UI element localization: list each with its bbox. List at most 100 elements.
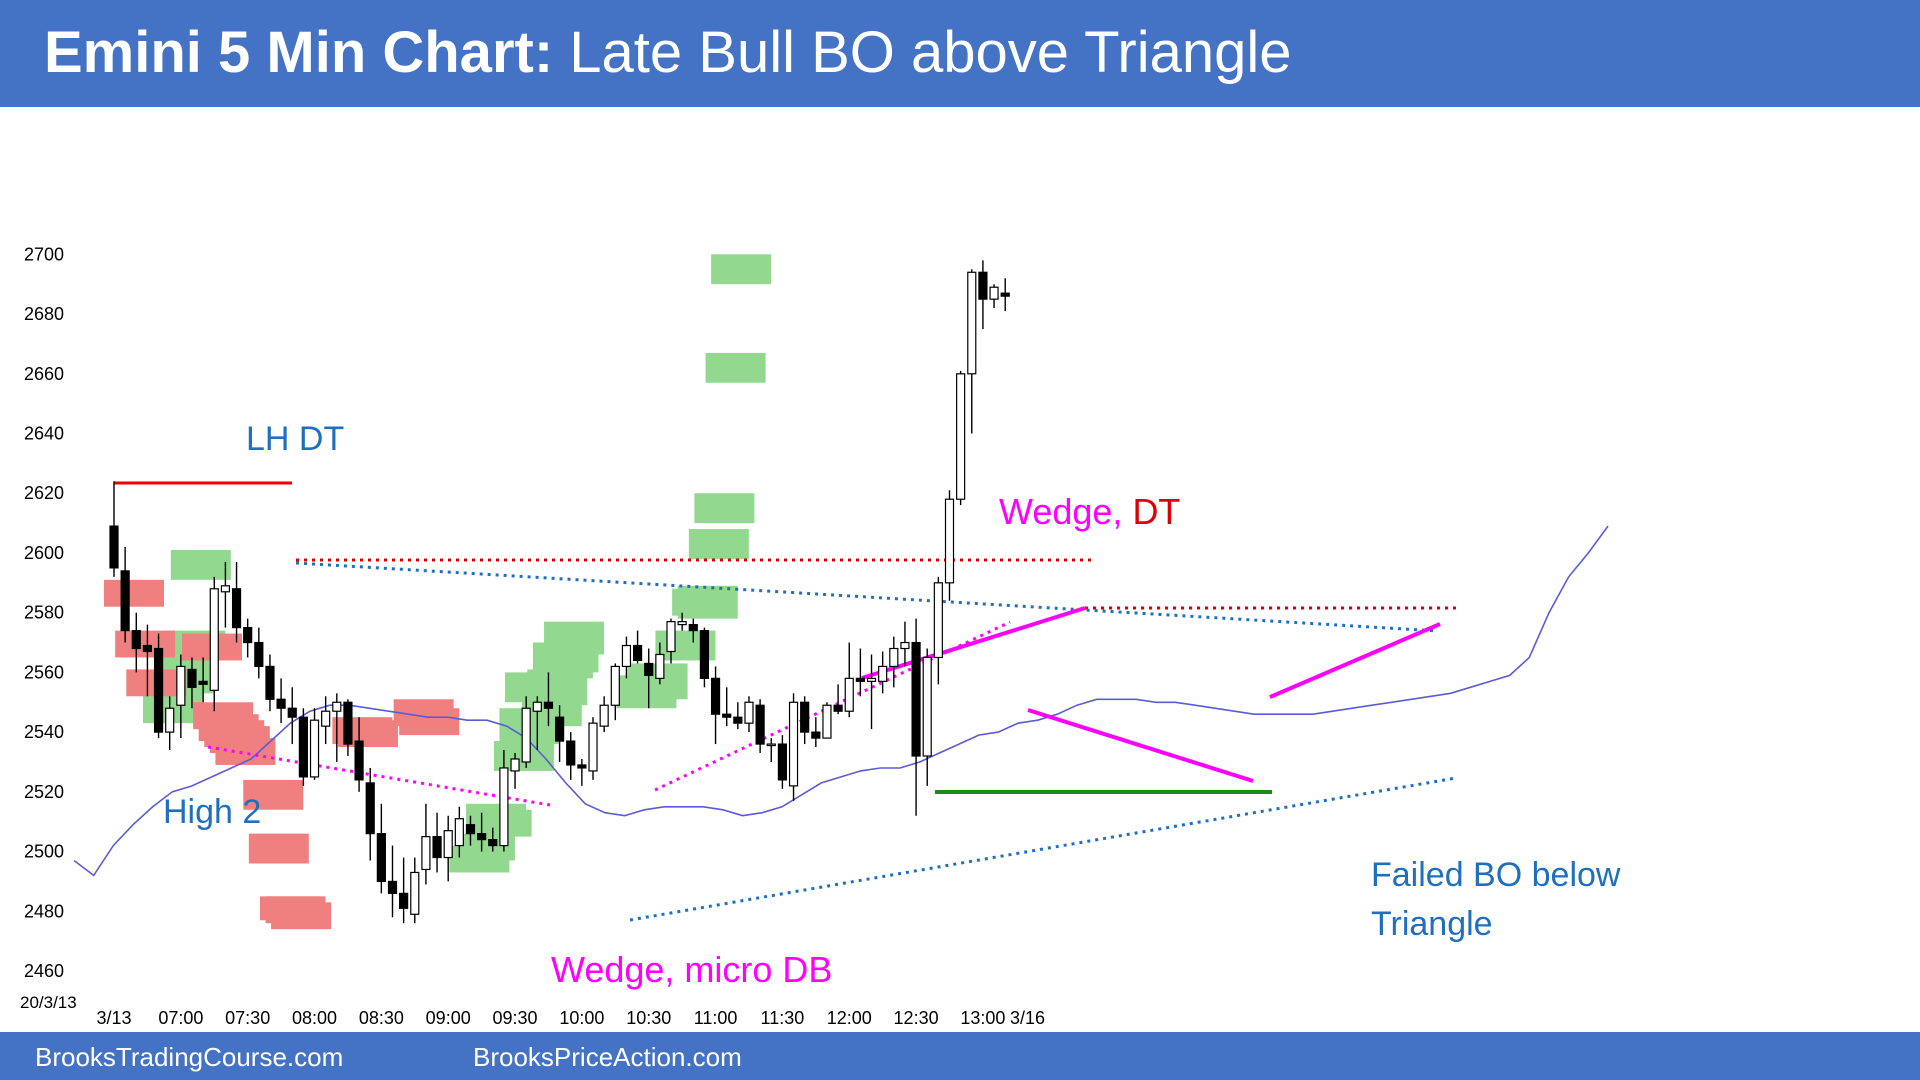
bull-candle-body	[866, 677, 877, 682]
bear-candle-body	[577, 764, 587, 769]
red-signal-box	[399, 708, 460, 736]
bull-candle-body	[454, 818, 464, 847]
bull-candle-body	[655, 653, 665, 679]
bear-candle-body	[287, 707, 297, 718]
y-tick-label: 2620	[24, 483, 64, 503]
green-signal-box	[544, 621, 605, 655]
bear-candle-body	[554, 716, 565, 742]
bear-candle-body	[465, 824, 476, 835]
bear-candle-body	[733, 716, 743, 724]
bull-candle-body	[944, 498, 955, 584]
bull-candle-body	[332, 701, 342, 712]
wedge-top-upper-line	[861, 606, 1086, 680]
bear-candle-body	[376, 833, 386, 883]
y-tick-label: 2580	[24, 603, 64, 623]
y-tick-label: 2700	[24, 244, 64, 264]
bull-candle-body	[309, 719, 320, 778]
axes: 2460 2480 2500 2520 2540 2560 2580 2600 2620 2640…	[20, 244, 1045, 1028]
bear-candle-body	[566, 740, 576, 766]
bull-candle-body	[610, 665, 620, 706]
annotation-wedge-micro-db: Wedge, micro DB	[551, 949, 832, 990]
high2-trend-line	[207, 745, 551, 807]
y-tick-label: 2680	[24, 304, 64, 324]
bull-candle-body	[532, 701, 542, 712]
bear-candle-body	[644, 662, 654, 676]
bull-candle-body	[510, 758, 520, 772]
wedge-top-lower-line	[1027, 708, 1254, 783]
bear-candle-body	[777, 743, 788, 781]
bear-candle-body	[1000, 292, 1010, 297]
signal-boxes	[104, 254, 772, 930]
bear-candle-body	[432, 836, 442, 859]
y-tick-label: 2640	[24, 424, 64, 444]
x-tick-label: 3/16	[1010, 1008, 1045, 1028]
wedge-late-line	[1269, 622, 1441, 699]
bear-candle-body	[276, 698, 286, 709]
bull-candle-body	[499, 767, 509, 847]
footer-link-price-action[interactable]: BrooksPriceAction.com	[473, 1042, 742, 1072]
annotation-high-2: High 2	[163, 793, 261, 831]
green-signal-box	[694, 493, 755, 524]
bear-candle-body	[800, 701, 810, 733]
y-tick-label: 2460	[24, 961, 64, 981]
annotations: LH DT High 2 Wedge, micro DB Wedge, DT F…	[163, 420, 1621, 990]
date-label: 20/3/13	[20, 993, 77, 1012]
bull-candle-body	[410, 871, 420, 915]
green-signal-box	[711, 254, 772, 285]
bull-candle-body	[878, 665, 888, 682]
x-tick-label: 07:30	[225, 1008, 270, 1028]
bear-candle-body	[387, 880, 398, 894]
annotation-failed-bo: Failed BO below	[1371, 856, 1621, 894]
x-tick-label: 11:30	[761, 1008, 805, 1028]
title-bold-part: Emini 5 Min Chart:	[44, 20, 554, 85]
x-tick-label: 09:30	[493, 1008, 538, 1028]
annotation-wedge-dt: Wedge, DT	[999, 491, 1180, 532]
bull-candle-body	[844, 677, 854, 712]
bull-candle-body	[967, 271, 977, 375]
bull-candle-body	[599, 704, 609, 727]
y-tick-label: 2540	[24, 722, 64, 742]
bear-candle-body	[911, 641, 921, 757]
bull-candle-body	[766, 743, 776, 747]
bull-candle-body	[621, 644, 632, 668]
bull-candle-body	[421, 836, 431, 871]
bull-candle-body	[788, 701, 799, 787]
y-tick-label: 2560	[24, 662, 64, 682]
bear-candle-body	[354, 740, 364, 781]
footer-link-trading-course[interactable]: BrooksTradingCourse.com	[35, 1042, 344, 1072]
bear-candle-body	[265, 665, 275, 700]
y-tick-label: 2480	[24, 901, 64, 921]
ema-line	[73, 525, 1609, 877]
red-signal-box	[248, 833, 309, 864]
bull-candle-body	[521, 707, 531, 763]
bear-candle-body	[120, 570, 130, 632]
red-signal-box	[115, 630, 176, 658]
title-banner	[0, 0, 1920, 107]
x-tick-label: 08:00	[292, 1008, 337, 1028]
bear-candle-body	[131, 629, 141, 650]
bear-candle-body	[833, 704, 843, 712]
x-tick-label: 08:30	[359, 1008, 404, 1028]
x-tick-label: 10:30	[626, 1008, 671, 1028]
bear-candle-body	[811, 731, 821, 739]
bull-candle-body	[956, 373, 966, 500]
bear-candle-body	[710, 677, 721, 715]
green-signal-box	[677, 585, 738, 619]
red-signal-box	[104, 579, 164, 607]
bull-candle-body	[176, 665, 186, 706]
candlestick-chart: 2460 2480 2500 2520 2540 2560 2580 2600 2620 2640…	[20, 244, 1621, 1028]
candles	[109, 260, 1010, 924]
bear-candle-body	[142, 644, 153, 653]
bear-candle-body	[153, 647, 164, 733]
bull-candle-body	[588, 722, 598, 772]
green-signal-box	[688, 529, 749, 559]
bear-candle-body	[298, 716, 308, 778]
bear-candle-body	[755, 704, 765, 745]
bull-candle-body	[744, 701, 754, 724]
bull-candle-body	[822, 704, 832, 739]
bear-candle-body	[109, 525, 119, 569]
bear-candle-body	[688, 624, 698, 632]
bull-candle-body	[889, 647, 899, 668]
red-signal-box	[215, 738, 276, 765]
bull-candle-body	[900, 641, 910, 650]
